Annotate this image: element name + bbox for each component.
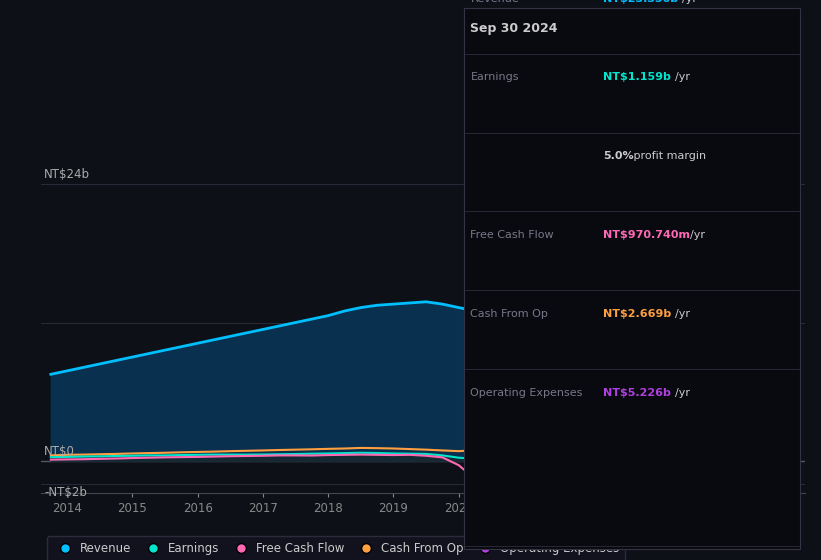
Text: NT$23.330b: NT$23.330b	[603, 0, 679, 4]
Text: NT$0: NT$0	[44, 445, 76, 458]
Text: /yr: /yr	[675, 72, 690, 82]
Text: /yr: /yr	[682, 0, 697, 4]
Text: -NT$2b: -NT$2b	[44, 486, 87, 499]
Text: NT$1.159b: NT$1.159b	[603, 72, 672, 82]
Text: Operating Expenses: Operating Expenses	[470, 388, 583, 398]
Text: NT$970.740m: NT$970.740m	[603, 230, 690, 240]
Text: NT$2.669b: NT$2.669b	[603, 309, 672, 319]
Text: Sep 30 2024: Sep 30 2024	[470, 22, 558, 35]
Text: /yr: /yr	[675, 309, 690, 319]
Text: /yr: /yr	[690, 230, 704, 240]
Text: NT$24b: NT$24b	[44, 168, 90, 181]
Text: /yr: /yr	[675, 388, 690, 398]
Text: Earnings: Earnings	[470, 72, 519, 82]
Text: NT$5.226b: NT$5.226b	[603, 388, 672, 398]
Legend: Revenue, Earnings, Free Cash Flow, Cash From Op, Operating Expenses: Revenue, Earnings, Free Cash Flow, Cash …	[47, 536, 625, 560]
Text: profit margin: profit margin	[630, 151, 706, 161]
Text: Cash From Op: Cash From Op	[470, 309, 548, 319]
Text: 5.0%: 5.0%	[603, 151, 634, 161]
Text: Revenue: Revenue	[470, 0, 519, 4]
Text: Free Cash Flow: Free Cash Flow	[470, 230, 554, 240]
